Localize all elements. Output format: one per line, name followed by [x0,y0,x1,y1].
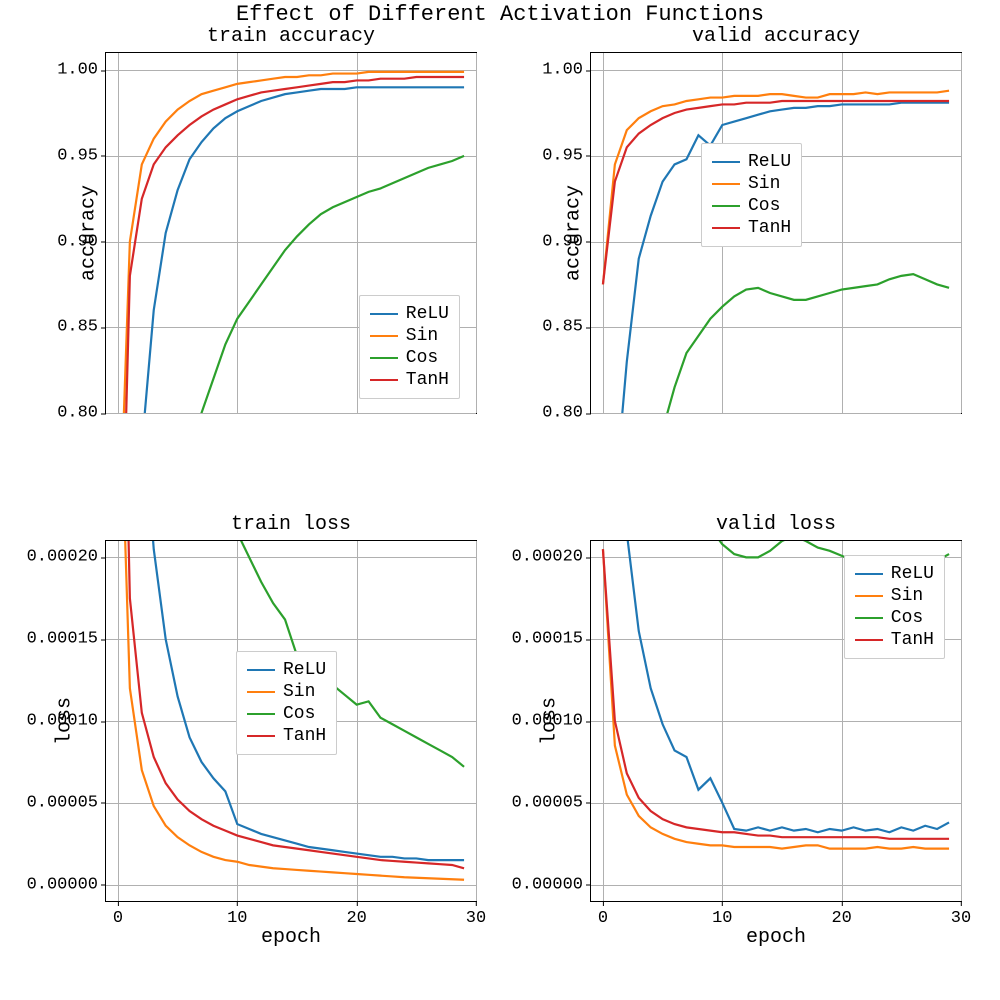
series-cos [603,274,949,413]
x-axis-label: epoch [591,926,961,949]
legend-item: TanH [712,218,791,238]
legend-swatch [247,669,275,672]
legend-swatch [247,713,275,716]
y-tick-label: 0.80 [542,404,591,423]
y-tick-label: 0.00000 [27,875,106,894]
legend-swatch [855,639,883,642]
subplot-valid_acc: valid accuracyaccuracy0.800.850.900.951.… [590,52,962,414]
y-tick-label: 1.00 [57,61,106,80]
x-tick-label: 10 [712,901,732,928]
y-tick-label: 0.80 [57,404,106,423]
legend-label: TanH [406,370,449,390]
subplot-title: valid loss [591,513,961,536]
legend-label: ReLU [891,564,934,584]
legend-item: Sin [855,586,934,606]
y-tick-label: 0.00010 [512,712,591,731]
legend-label: Cos [283,704,315,724]
y-tick-label: 0.85 [57,318,106,337]
legend: ReLUSinCosTanH [701,143,802,247]
legend-swatch [247,691,275,694]
legend: ReLUSinCosTanH [359,295,460,399]
legend-swatch [712,161,740,164]
gridline-v [961,53,962,413]
legend-label: Sin [748,174,780,194]
legend-item: ReLU [712,152,791,172]
subplot-title: valid accuracy [591,25,961,48]
legend-swatch [712,205,740,208]
legend-label: Sin [283,682,315,702]
legend-swatch [855,573,883,576]
legend-label: ReLU [283,660,326,680]
legend-label: ReLU [748,152,791,172]
legend-item: ReLU [370,304,449,324]
legend-item: Sin [370,326,449,346]
legend-item: Cos [855,608,934,628]
legend-swatch [370,379,398,382]
x-tick-label: 10 [227,901,247,928]
gridline-h [591,413,961,414]
gridline-h [106,413,476,414]
gridline-v [961,541,962,901]
legend-item: Cos [247,704,326,724]
legend-swatch [855,617,883,620]
legend-item: TanH [370,370,449,390]
legend: ReLUSinCosTanH [844,555,945,659]
y-tick-label: 0.00015 [27,630,106,649]
y-tick-label: 1.00 [542,61,591,80]
y-tick-label: 0.85 [542,318,591,337]
y-tick-label: 0.00020 [512,548,591,567]
legend-item: ReLU [855,564,934,584]
x-tick-label: 20 [346,901,366,928]
x-tick-label: 0 [113,901,123,928]
gridline-v [476,541,477,901]
y-tick-label: 0.95 [57,146,106,165]
y-tick-label: 0.00010 [27,712,106,731]
legend-label: TanH [891,630,934,650]
x-tick-label: 30 [951,901,971,928]
legend-label: ReLU [406,304,449,324]
legend-swatch [370,357,398,360]
subplot-title: train accuracy [106,25,476,48]
y-tick-label: 0.95 [542,146,591,165]
legend-item: Sin [712,174,791,194]
legend-swatch [712,183,740,186]
legend-label: Cos [891,608,923,628]
legend-item: Cos [370,348,449,368]
x-axis-label: epoch [106,926,476,949]
legend-label: TanH [283,726,326,746]
y-tick-label: 0.00005 [512,793,591,812]
legend-label: Sin [891,586,923,606]
legend-swatch [855,595,883,598]
legend-swatch [370,335,398,338]
subplot-title: train loss [106,513,476,536]
gridline-v [476,53,477,413]
y-tick-label: 0.00000 [512,875,591,894]
legend-item: Sin [247,682,326,702]
legend-label: Sin [406,326,438,346]
subplot-train_loss: train losslossepoch0.000000.000050.00010… [105,540,477,902]
x-tick-label: 20 [831,901,851,928]
legend-item: TanH [855,630,934,650]
subplot-train_acc: train accuracyaccuracy0.800.850.900.951.… [105,52,477,414]
subplot-valid_loss: valid losslossepoch0.000000.000050.00010… [590,540,962,902]
y-tick-label: 0.00015 [512,630,591,649]
figure: Effect of Different Activation Functions… [0,0,1000,1000]
y-tick-label: 0.00005 [27,793,106,812]
legend-label: TanH [748,218,791,238]
x-tick-label: 0 [598,901,608,928]
y-tick-label: 0.90 [542,232,591,251]
figure-suptitle: Effect of Different Activation Functions [0,2,1000,27]
legend-item: ReLU [247,660,326,680]
legend-swatch [712,227,740,230]
legend-label: Cos [748,196,780,216]
legend-swatch [247,735,275,738]
x-tick-label: 30 [466,901,486,928]
y-tick-label: 0.90 [57,232,106,251]
legend-item: Cos [712,196,791,216]
legend-label: Cos [406,348,438,368]
y-tick-label: 0.00020 [27,548,106,567]
legend-swatch [370,313,398,316]
legend-item: TanH [247,726,326,746]
legend: ReLUSinCosTanH [236,651,337,755]
